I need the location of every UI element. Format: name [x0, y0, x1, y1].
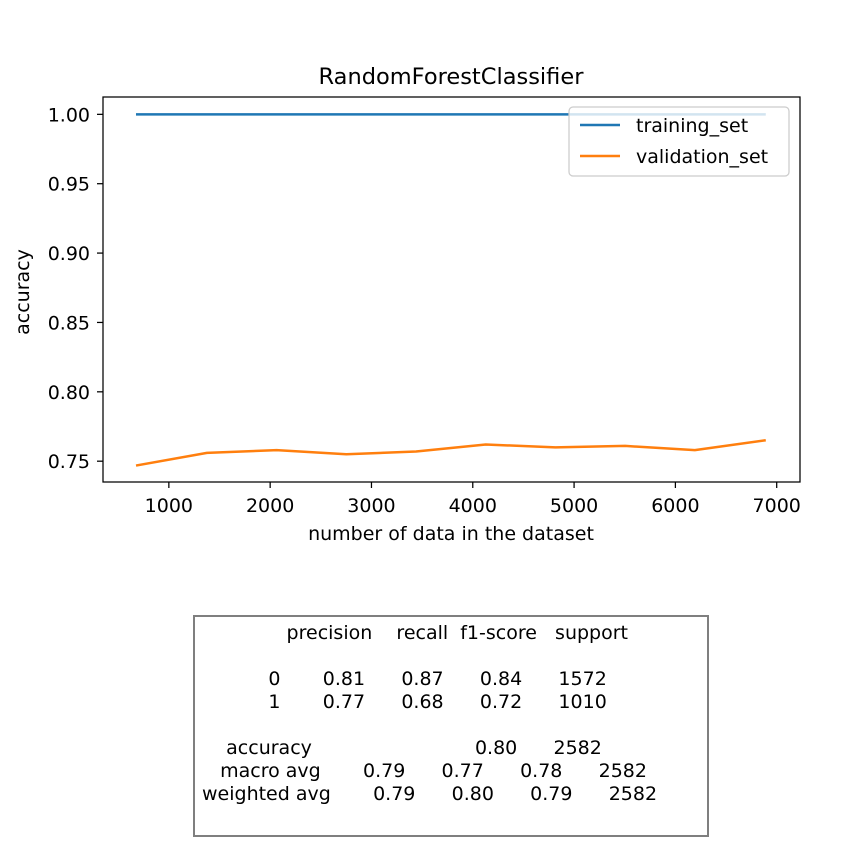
classification-report: precision recall f1-score support 0 0.81… — [193, 615, 709, 837]
y-tick-label: 0.75 — [48, 451, 90, 473]
y-tick-label: 0.80 — [48, 382, 90, 404]
plot-area: 1000 2000 3000 4000 5000 6000 7000 0.75 0.80 0.8… — [48, 96, 801, 517]
report-line: 0 0.81 0.87 0.84 1572 — [202, 668, 607, 690]
classification-report-box — [193, 615, 709, 837]
x-axis-ticks: 1000 2000 3000 4000 5000 6000 7000 — [145, 482, 801, 517]
x-tick-label: 1000 — [145, 495, 193, 517]
y-axis-ticks: 0.75 0.80 0.85 0.90 0.95 1.00 — [48, 104, 103, 473]
legend: training_set validation_set — [568, 106, 790, 177]
y-tick-label: 1.00 — [48, 104, 90, 126]
x-tick-label: 4000 — [449, 495, 497, 517]
axes-frame — [102, 96, 801, 483]
report-line: macro avg 0.79 0.77 0.78 2582 — [202, 760, 647, 782]
y-tick-label: 0.90 — [48, 243, 90, 265]
report-line: accuracy 0.80 2582 — [202, 737, 602, 759]
y-tick-label: 0.85 — [48, 312, 90, 334]
report-line: weighted avg 0.79 0.80 0.79 2582 — [202, 783, 657, 805]
series-line-validation-set — [135, 438, 766, 467]
chart-title: RandomForestClassifier — [319, 64, 585, 90]
x-tick-label: 2000 — [246, 495, 294, 517]
legend-label-validation-set: validation_set — [636, 146, 768, 168]
x-tick-label: 6000 — [651, 495, 699, 517]
y-tick-label: 0.95 — [48, 174, 90, 196]
y-axis-label: accuracy — [12, 249, 34, 335]
legend-frame — [568, 106, 790, 177]
report-line: 1 0.77 0.68 0.72 1010 — [202, 691, 607, 713]
report-line: precision recall f1-score support — [202, 622, 628, 644]
x-tick-label: 7000 — [753, 495, 801, 517]
legend-label-training-set: training_set — [636, 115, 748, 137]
x-tick-label: 3000 — [347, 495, 395, 517]
x-tick-label: 5000 — [550, 495, 598, 517]
x-axis-label: number of data in the dataset — [308, 523, 594, 545]
